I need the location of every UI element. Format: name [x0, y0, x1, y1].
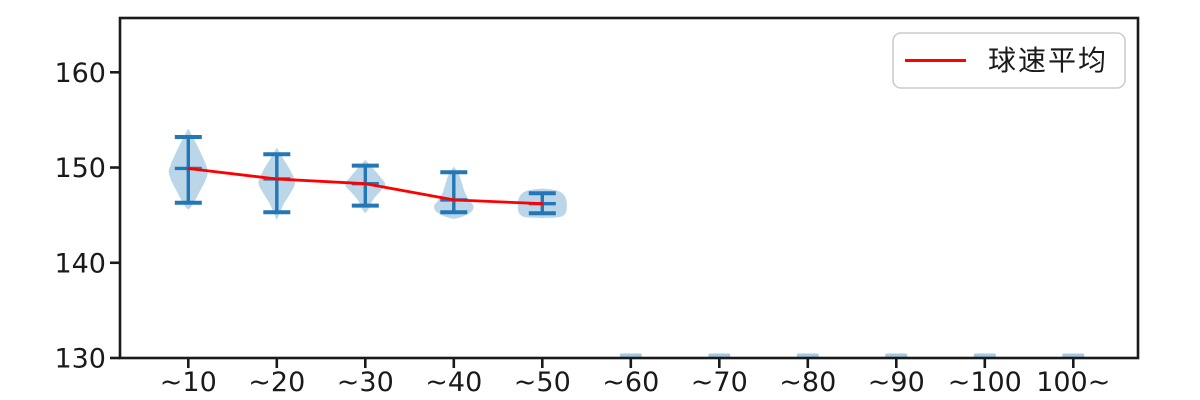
- x-tick-label-~50: ~50: [514, 367, 571, 398]
- legend-label: 球速平均: [988, 44, 1108, 77]
- legend-box: [892, 32, 1126, 89]
- empty-violin-mark-~80: [796, 353, 819, 358]
- empty-violin-mark-~90: [885, 353, 908, 358]
- empty-category-marks-layer: [619, 353, 1085, 358]
- x-axis: ~10 ~20 ~30 ~40 ~50 ~60 ~70 ~80 ~90 ~100 100~: [160, 358, 1110, 398]
- x-tick-label-~100: ~100: [948, 367, 1022, 398]
- y-tick-label-160: 160: [54, 58, 106, 89]
- legend: 球速平均: [892, 32, 1126, 89]
- x-tick-label-~70: ~70: [691, 367, 748, 398]
- x-tick-label-~40: ~40: [425, 367, 482, 398]
- y-tick-label-150: 150: [54, 153, 106, 184]
- y-tick-label-130: 130: [54, 344, 106, 375]
- y-tick-label-140: 140: [54, 248, 106, 279]
- empty-violin-mark-100~: [1062, 353, 1085, 358]
- y-axis: 130 140 150 160: [54, 58, 120, 375]
- x-tick-label-~80: ~80: [779, 367, 836, 398]
- violin-bodies-layer: [168, 128, 567, 221]
- x-tick-label-~10: ~10: [160, 367, 217, 398]
- x-tick-label-100~: 100~: [1036, 367, 1110, 398]
- mean-line-layer: [186, 167, 544, 206]
- x-tick-label-~90: ~90: [868, 367, 925, 398]
- x-tick-label-~30: ~30: [337, 367, 394, 398]
- empty-violin-mark-~100: [973, 353, 996, 358]
- empty-violin-mark-~70: [708, 353, 731, 358]
- plot-frame: [118, 16, 1140, 360]
- empty-violin-mark-~60: [619, 353, 642, 358]
- mean-speed-line: [186, 167, 544, 206]
- x-tick-label-~60: ~60: [602, 367, 659, 398]
- x-tick-label-~20: ~20: [248, 367, 305, 398]
